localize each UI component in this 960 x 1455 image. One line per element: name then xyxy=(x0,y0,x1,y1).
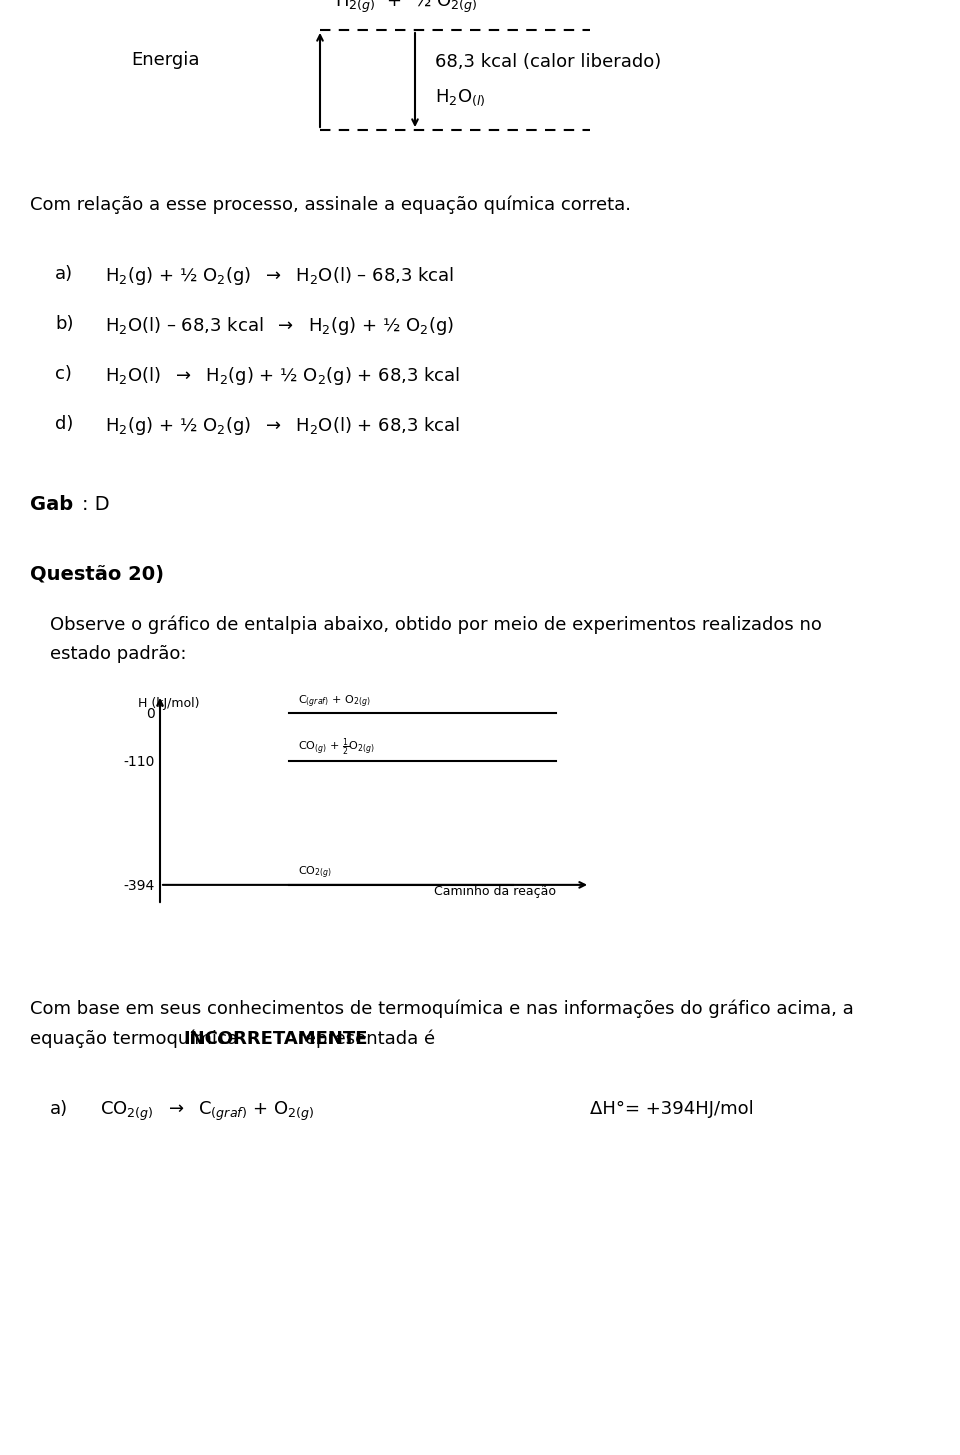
Text: H$_2$(g) + ½ O$_2$(g)  $\rightarrow$  H$_2$O(l) – 68,3 kcal: H$_2$(g) + ½ O$_2$(g) $\rightarrow$ H$_2… xyxy=(105,265,454,287)
Text: H$_2$(g) + ½ O$_2$(g)  $\rightarrow$  H$_2$O(l) + 68,3 kcal: H$_2$(g) + ½ O$_2$(g) $\rightarrow$ H$_2… xyxy=(105,415,460,436)
Text: Observe o gráfico de entalpia abaixo, obtido por meio de experimentos realizados: Observe o gráfico de entalpia abaixo, ob… xyxy=(50,615,822,633)
Text: b): b) xyxy=(55,314,74,333)
Text: CO$_{2(g)}$  $\rightarrow$  C$_{(graf)}$ + O$_{2(g)}$: CO$_{2(g)}$ $\rightarrow$ C$_{(graf)}$ +… xyxy=(100,1100,314,1123)
Text: equação termoquímica: equação termoquímica xyxy=(30,1030,244,1049)
Text: Caminho da reação: Caminho da reação xyxy=(434,886,557,898)
Text: INCORRETAMENTE: INCORRETAMENTE xyxy=(183,1030,368,1048)
Text: 68,3 kcal (calor liberado): 68,3 kcal (calor liberado) xyxy=(435,52,661,71)
Text: H (kJ/mol): H (kJ/mol) xyxy=(138,697,200,710)
Text: d): d) xyxy=(55,415,73,434)
Text: a): a) xyxy=(55,265,73,284)
Text: H$_2$O(l)  $\rightarrow$  H$_2$(g) + ½ O$_2$(g) + 68,3 kcal: H$_2$O(l) $\rightarrow$ H$_2$(g) + ½ O$_… xyxy=(105,365,460,387)
Text: H$_2$O(l) – 68,3 kcal  $\rightarrow$  H$_2$(g) + ½ O$_2$(g): H$_2$O(l) – 68,3 kcal $\rightarrow$ H$_2… xyxy=(105,314,454,338)
Text: ΔH°= +394HJ/mol: ΔH°= +394HJ/mol xyxy=(590,1100,754,1117)
Text: Questão 20): Questão 20) xyxy=(30,565,164,583)
Text: a): a) xyxy=(50,1100,68,1117)
Text: CO$_{2(g)}$: CO$_{2(g)}$ xyxy=(298,864,331,882)
Text: : D: : D xyxy=(82,495,109,514)
Text: CO$_{(g)}$ + $\frac{1}{2}$O$_{2(g)}$: CO$_{(g)}$ + $\frac{1}{2}$O$_{2(g)}$ xyxy=(298,736,374,758)
Text: c): c) xyxy=(55,365,72,383)
Text: estado padrão:: estado padrão: xyxy=(50,645,186,663)
Text: H$_{2(g)}$  +  ½ O$_{2(g)}$: H$_{2(g)}$ + ½ O$_{2(g)}$ xyxy=(335,0,477,15)
Text: C$_{(graf)}$ + O$_{2(g)}$: C$_{(graf)}$ + O$_{2(g)}$ xyxy=(298,694,370,710)
Text: representada é: representada é xyxy=(293,1030,436,1049)
Text: Gab: Gab xyxy=(30,495,73,514)
Text: Com base em seus conhecimentos de termoquímica e nas informações do gráfico acim: Com base em seus conhecimentos de termoq… xyxy=(30,1000,853,1018)
Text: Com relação a esse processo, assinale a equação química correta.: Com relação a esse processo, assinale a … xyxy=(30,195,631,214)
Text: H$_2$O$_{(l)}$: H$_2$O$_{(l)}$ xyxy=(435,87,486,108)
Text: Energia: Energia xyxy=(132,51,200,68)
